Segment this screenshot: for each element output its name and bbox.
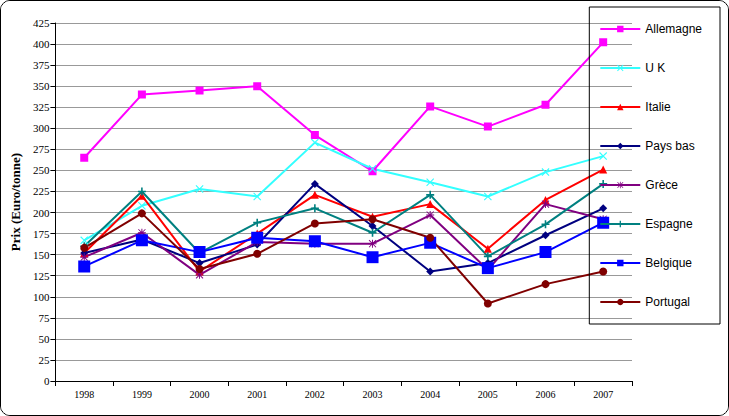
svg-text:2003: 2003 (363, 389, 383, 400)
svg-text:300: 300 (33, 122, 50, 134)
svg-text:25: 25 (38, 354, 50, 366)
svg-text:1998: 1998 (74, 389, 94, 400)
svg-text:150: 150 (33, 249, 50, 261)
svg-text:2005: 2005 (478, 389, 498, 400)
svg-text:225: 225 (33, 185, 50, 197)
svg-text:Grèce: Grèce (645, 178, 678, 192)
svg-text:Prix (Euro/tonne): Prix (Euro/tonne) (8, 153, 23, 251)
svg-text:350: 350 (33, 80, 50, 92)
svg-text:Portugal: Portugal (645, 295, 690, 309)
svg-text:Italie: Italie (645, 100, 671, 114)
svg-text:100: 100 (33, 291, 50, 303)
svg-text:425: 425 (33, 17, 50, 29)
svg-text:2001: 2001 (247, 389, 267, 400)
svg-text:1999: 1999 (132, 389, 152, 400)
svg-text:2006: 2006 (536, 389, 556, 400)
svg-text:2000: 2000 (190, 389, 210, 400)
svg-text:175: 175 (33, 228, 50, 240)
svg-text:50: 50 (38, 333, 50, 345)
svg-text:Belgique: Belgique (645, 256, 692, 270)
svg-text:275: 275 (33, 143, 50, 155)
svg-text:0: 0 (44, 375, 50, 387)
svg-text:400: 400 (33, 38, 50, 50)
svg-text:125: 125 (33, 270, 50, 282)
svg-text:250: 250 (33, 164, 50, 176)
svg-text:Allemagne: Allemagne (645, 22, 702, 36)
svg-text:2002: 2002 (305, 389, 325, 400)
svg-text:Espagne: Espagne (645, 217, 693, 231)
svg-text:2004: 2004 (420, 389, 440, 400)
svg-text:75: 75 (38, 312, 50, 324)
svg-text:U K: U K (645, 61, 665, 75)
svg-text:2007: 2007 (593, 389, 613, 400)
svg-text:375: 375 (33, 59, 50, 71)
svg-text:325: 325 (33, 101, 50, 113)
svg-text:Pays bas: Pays bas (645, 139, 694, 153)
svg-text:200: 200 (33, 207, 50, 219)
